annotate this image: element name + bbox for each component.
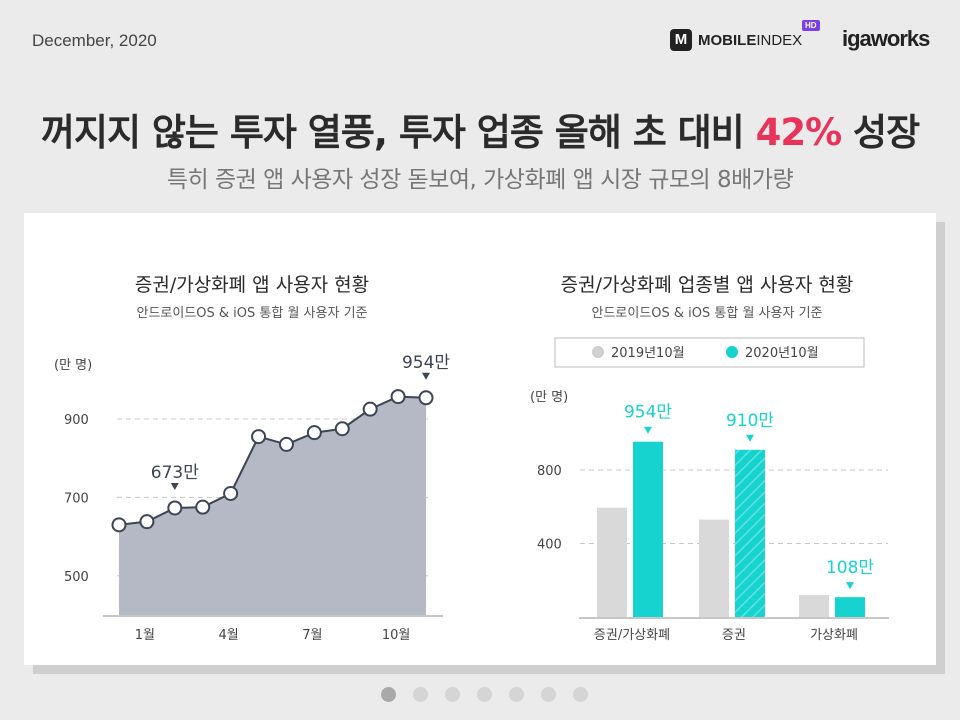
- bar-2020: [835, 597, 865, 617]
- bar-2019: [699, 519, 729, 617]
- left-x-tick: 4월: [219, 628, 239, 643]
- left-data-point: [418, 390, 434, 406]
- bar-2020: [633, 441, 663, 617]
- left-marker-arrow: [170, 482, 179, 490]
- left-y-tick: 700: [64, 491, 89, 506]
- left-data-point: [111, 517, 127, 533]
- mobileindex-logo: M MOBILEINDEX HD: [670, 20, 820, 54]
- left-marker-arrow: [422, 372, 430, 380]
- legend-box: [554, 337, 865, 368]
- left-data-label: 673만: [151, 463, 199, 483]
- pagination-dots: [381, 687, 588, 702]
- legend-swatch-2020: [726, 346, 738, 358]
- mobileindex-logo-icon: M: [670, 29, 692, 51]
- left-area-fill: [119, 396, 426, 615]
- bar-2019: [799, 594, 829, 617]
- left-y-tick: 500: [64, 570, 89, 585]
- left-area-chart: 500 700 900 1월 4월 7월 10월 673만 954만: [64, 353, 450, 643]
- left-x-tick: 7월: [302, 628, 322, 643]
- right-marker-arrow: [846, 582, 854, 590]
- right-x-tick: 가상화폐: [810, 628, 858, 643]
- left-data-point: [334, 421, 350, 437]
- legend-swatch-2019: [592, 346, 604, 358]
- pagination-dot[interactable]: [573, 687, 588, 702]
- pagination-dot[interactable]: [381, 687, 396, 702]
- right-bar-chart: 400 800 증권/가상화폐 증권 가상화폐 954만 910만 108만: [537, 403, 889, 643]
- right-data-label: 954만: [624, 403, 672, 423]
- left-data-label: 954만: [402, 353, 450, 373]
- right-y-tick: 400: [537, 538, 562, 553]
- igaworks-logo: igaworks: [842, 26, 930, 51]
- right-data-label: 910만: [726, 411, 774, 431]
- right-x-tick: 증권/가상화폐: [594, 628, 670, 643]
- headline: 꺼지지 않는 투자 열풍, 투자 업종 올해 초 대비 42% 성장: [40, 111, 920, 154]
- right-x-tick: 증권: [722, 628, 746, 643]
- left-data-point: [167, 500, 183, 516]
- right-y-tick: 800: [537, 464, 562, 479]
- bar-2019: [597, 507, 627, 617]
- left-data-point: [251, 429, 267, 445]
- left-data-point: [195, 499, 211, 515]
- right-chart-title: 증권/가상화폐 업종별 앱 사용자 현황: [561, 274, 854, 296]
- left-x-tick: 10월: [382, 628, 411, 643]
- hd-badge: HD: [802, 20, 820, 31]
- mobileindex-wordmark: MOBILEINDEX: [698, 31, 803, 49]
- right-marker-arrow: [644, 426, 652, 434]
- left-chart-title: 증권/가상화폐 앱 사용자 현황: [135, 274, 369, 296]
- subheadline: 특히 증권 앱 사용자 성장 돋보여, 가상화폐 앱 시장 규모의 8배가량: [166, 167, 794, 193]
- left-chart-subtitle: 안드로이드OS & iOS 통합 월 사용자 기준: [137, 306, 368, 321]
- pagination-dot[interactable]: [541, 687, 556, 702]
- right-marker-arrow: [746, 434, 754, 442]
- left-y-unit: (만 명): [54, 358, 92, 373]
- left-data-point: [278, 436, 294, 452]
- right-chart-subtitle: 안드로이드OS & iOS 통합 월 사용자 기준: [592, 306, 823, 321]
- left-data-point: [223, 485, 239, 501]
- pagination-dot[interactable]: [413, 687, 428, 702]
- pagination-dot[interactable]: [509, 687, 524, 702]
- left-y-tick: 900: [64, 413, 89, 428]
- right-y-unit: (만 명): [530, 390, 568, 405]
- legend-label-2019: 2019년10월: [611, 346, 685, 361]
- left-data-point: [362, 401, 378, 417]
- pagination-dot[interactable]: [477, 687, 492, 702]
- report-date: December, 2020: [32, 31, 157, 50]
- left-data-point: [139, 514, 155, 530]
- left-data-point: [306, 425, 322, 441]
- bar-2020: [735, 449, 765, 617]
- pagination-dot[interactable]: [445, 687, 460, 702]
- left-data-point: [390, 389, 406, 405]
- right-data-label: 108만: [826, 558, 874, 578]
- left-x-tick: 1월: [135, 628, 155, 643]
- headline-highlight: 42%: [755, 111, 843, 154]
- legend-label-2020: 2020년10월: [745, 346, 819, 361]
